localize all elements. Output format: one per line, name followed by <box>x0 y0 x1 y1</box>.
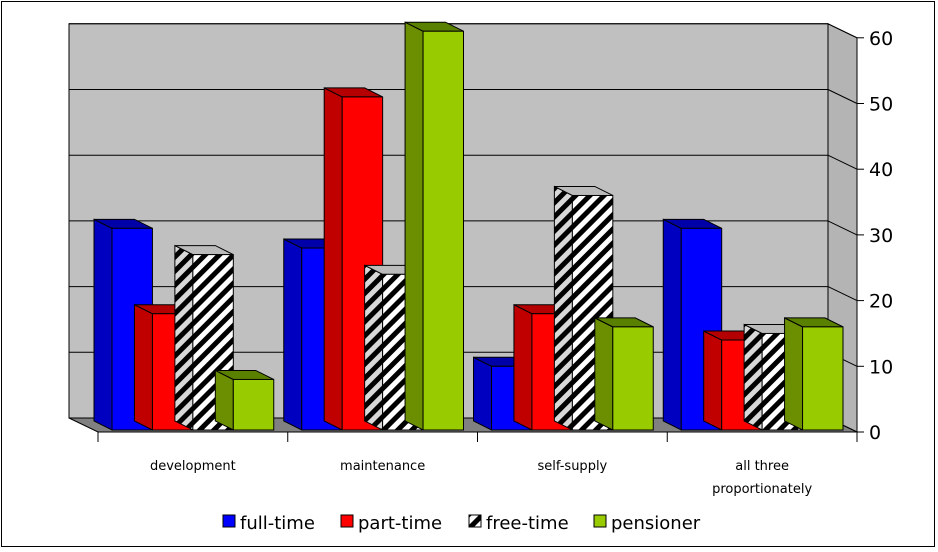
bar <box>802 326 844 431</box>
legend-swatch-free-time <box>468 514 482 528</box>
category-label: development <box>150 459 236 474</box>
bar-side <box>594 317 614 431</box>
legend-swatch-part-time <box>340 514 354 528</box>
bar-side <box>364 264 384 431</box>
y-tick-labels: 0 10 20 30 40 50 60 <box>869 28 893 444</box>
bar-side <box>214 369 234 431</box>
legend-label-full-time: full-time <box>240 513 315 534</box>
bar-side <box>784 317 804 431</box>
y-tick-label: 60 <box>869 28 893 50</box>
bar <box>612 326 654 431</box>
gridline-side <box>827 89 858 104</box>
legend-label-part-time: part-time <box>358 513 442 534</box>
gridline-side <box>827 220 858 236</box>
y-tick-label: 10 <box>869 356 893 378</box>
bar-side <box>513 303 533 431</box>
y-tick-label: 20 <box>869 291 893 313</box>
category-label: self-supply <box>537 459 607 474</box>
bar-side <box>133 303 153 431</box>
bar-side <box>174 244 194 431</box>
bar-side <box>743 323 763 431</box>
category-label: maintenance <box>340 459 425 474</box>
bar-side <box>283 238 303 431</box>
y-tick-label: 30 <box>869 225 893 247</box>
legend-label-free-time: free-time <box>486 513 569 534</box>
category-label: all three <box>735 459 789 474</box>
legend-swatch-pensioner <box>593 514 607 528</box>
gridline-side <box>827 286 858 302</box>
bar-side <box>404 21 424 431</box>
bar-side <box>93 218 113 431</box>
bar <box>232 378 275 431</box>
bar-side <box>662 218 682 431</box>
legend-label-pensioner: pensioner <box>611 513 701 534</box>
bar <box>422 30 464 431</box>
axes <box>97 37 864 442</box>
bar-side <box>323 87 343 431</box>
category-labels: development maintenance self-supply all thr… <box>150 459 812 497</box>
y-tick-label: 50 <box>869 94 893 116</box>
bar-side <box>703 330 723 431</box>
legend-swatch-full-time <box>222 514 236 528</box>
bar-side <box>553 185 573 431</box>
y-tick-label: 0 <box>869 422 881 444</box>
bar-side <box>473 356 492 431</box>
gridline-side <box>827 23 858 39</box>
category-label: proportionately <box>712 482 812 497</box>
legend: full-time part-time free-time pensioner <box>222 513 701 534</box>
y-tick-label: 40 <box>869 159 893 181</box>
gridline-side <box>827 154 858 170</box>
bars <box>93 21 844 431</box>
